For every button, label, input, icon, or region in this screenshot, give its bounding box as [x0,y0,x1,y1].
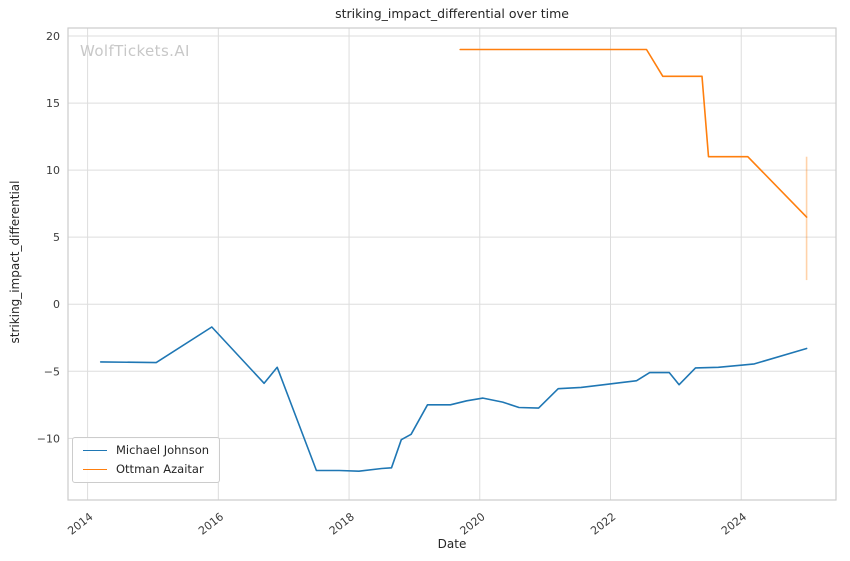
svg-text:5: 5 [53,231,60,244]
legend-label: Michael Johnson [116,443,210,457]
svg-text:15: 15 [46,97,60,110]
legend-label: Ottman Azaitar [116,461,204,476]
svg-text:20: 20 [46,30,60,43]
legend: Michael Johnson Ottman Azaitar [72,437,221,483]
svg-text:2024: 2024 [719,510,749,537]
svg-text:2018: 2018 [327,510,357,537]
legend-item-ottman-azaitar: Ottman Azaitar [83,461,209,476]
svg-text:−5: −5 [44,365,60,378]
legend-item-michael-johnson: Michael Johnson [83,443,210,457]
x-axis-label: Date [437,537,467,551]
y-axis-label: striking_impact_differential [8,180,22,344]
watermark: WolfTickets.AI [80,42,190,60]
svg-text:2016: 2016 [196,510,226,537]
chart-title: striking_impact_differential over time [335,6,569,21]
svg-text:2020: 2020 [458,510,488,537]
svg-text:−10: −10 [37,432,60,445]
svg-text:10: 10 [46,164,60,177]
svg-text:2014: 2014 [65,510,95,537]
legend-line-sample [83,468,107,470]
legend-line-sample [83,450,107,452]
svg-text:0: 0 [53,298,60,311]
svg-text:2022: 2022 [588,510,618,537]
